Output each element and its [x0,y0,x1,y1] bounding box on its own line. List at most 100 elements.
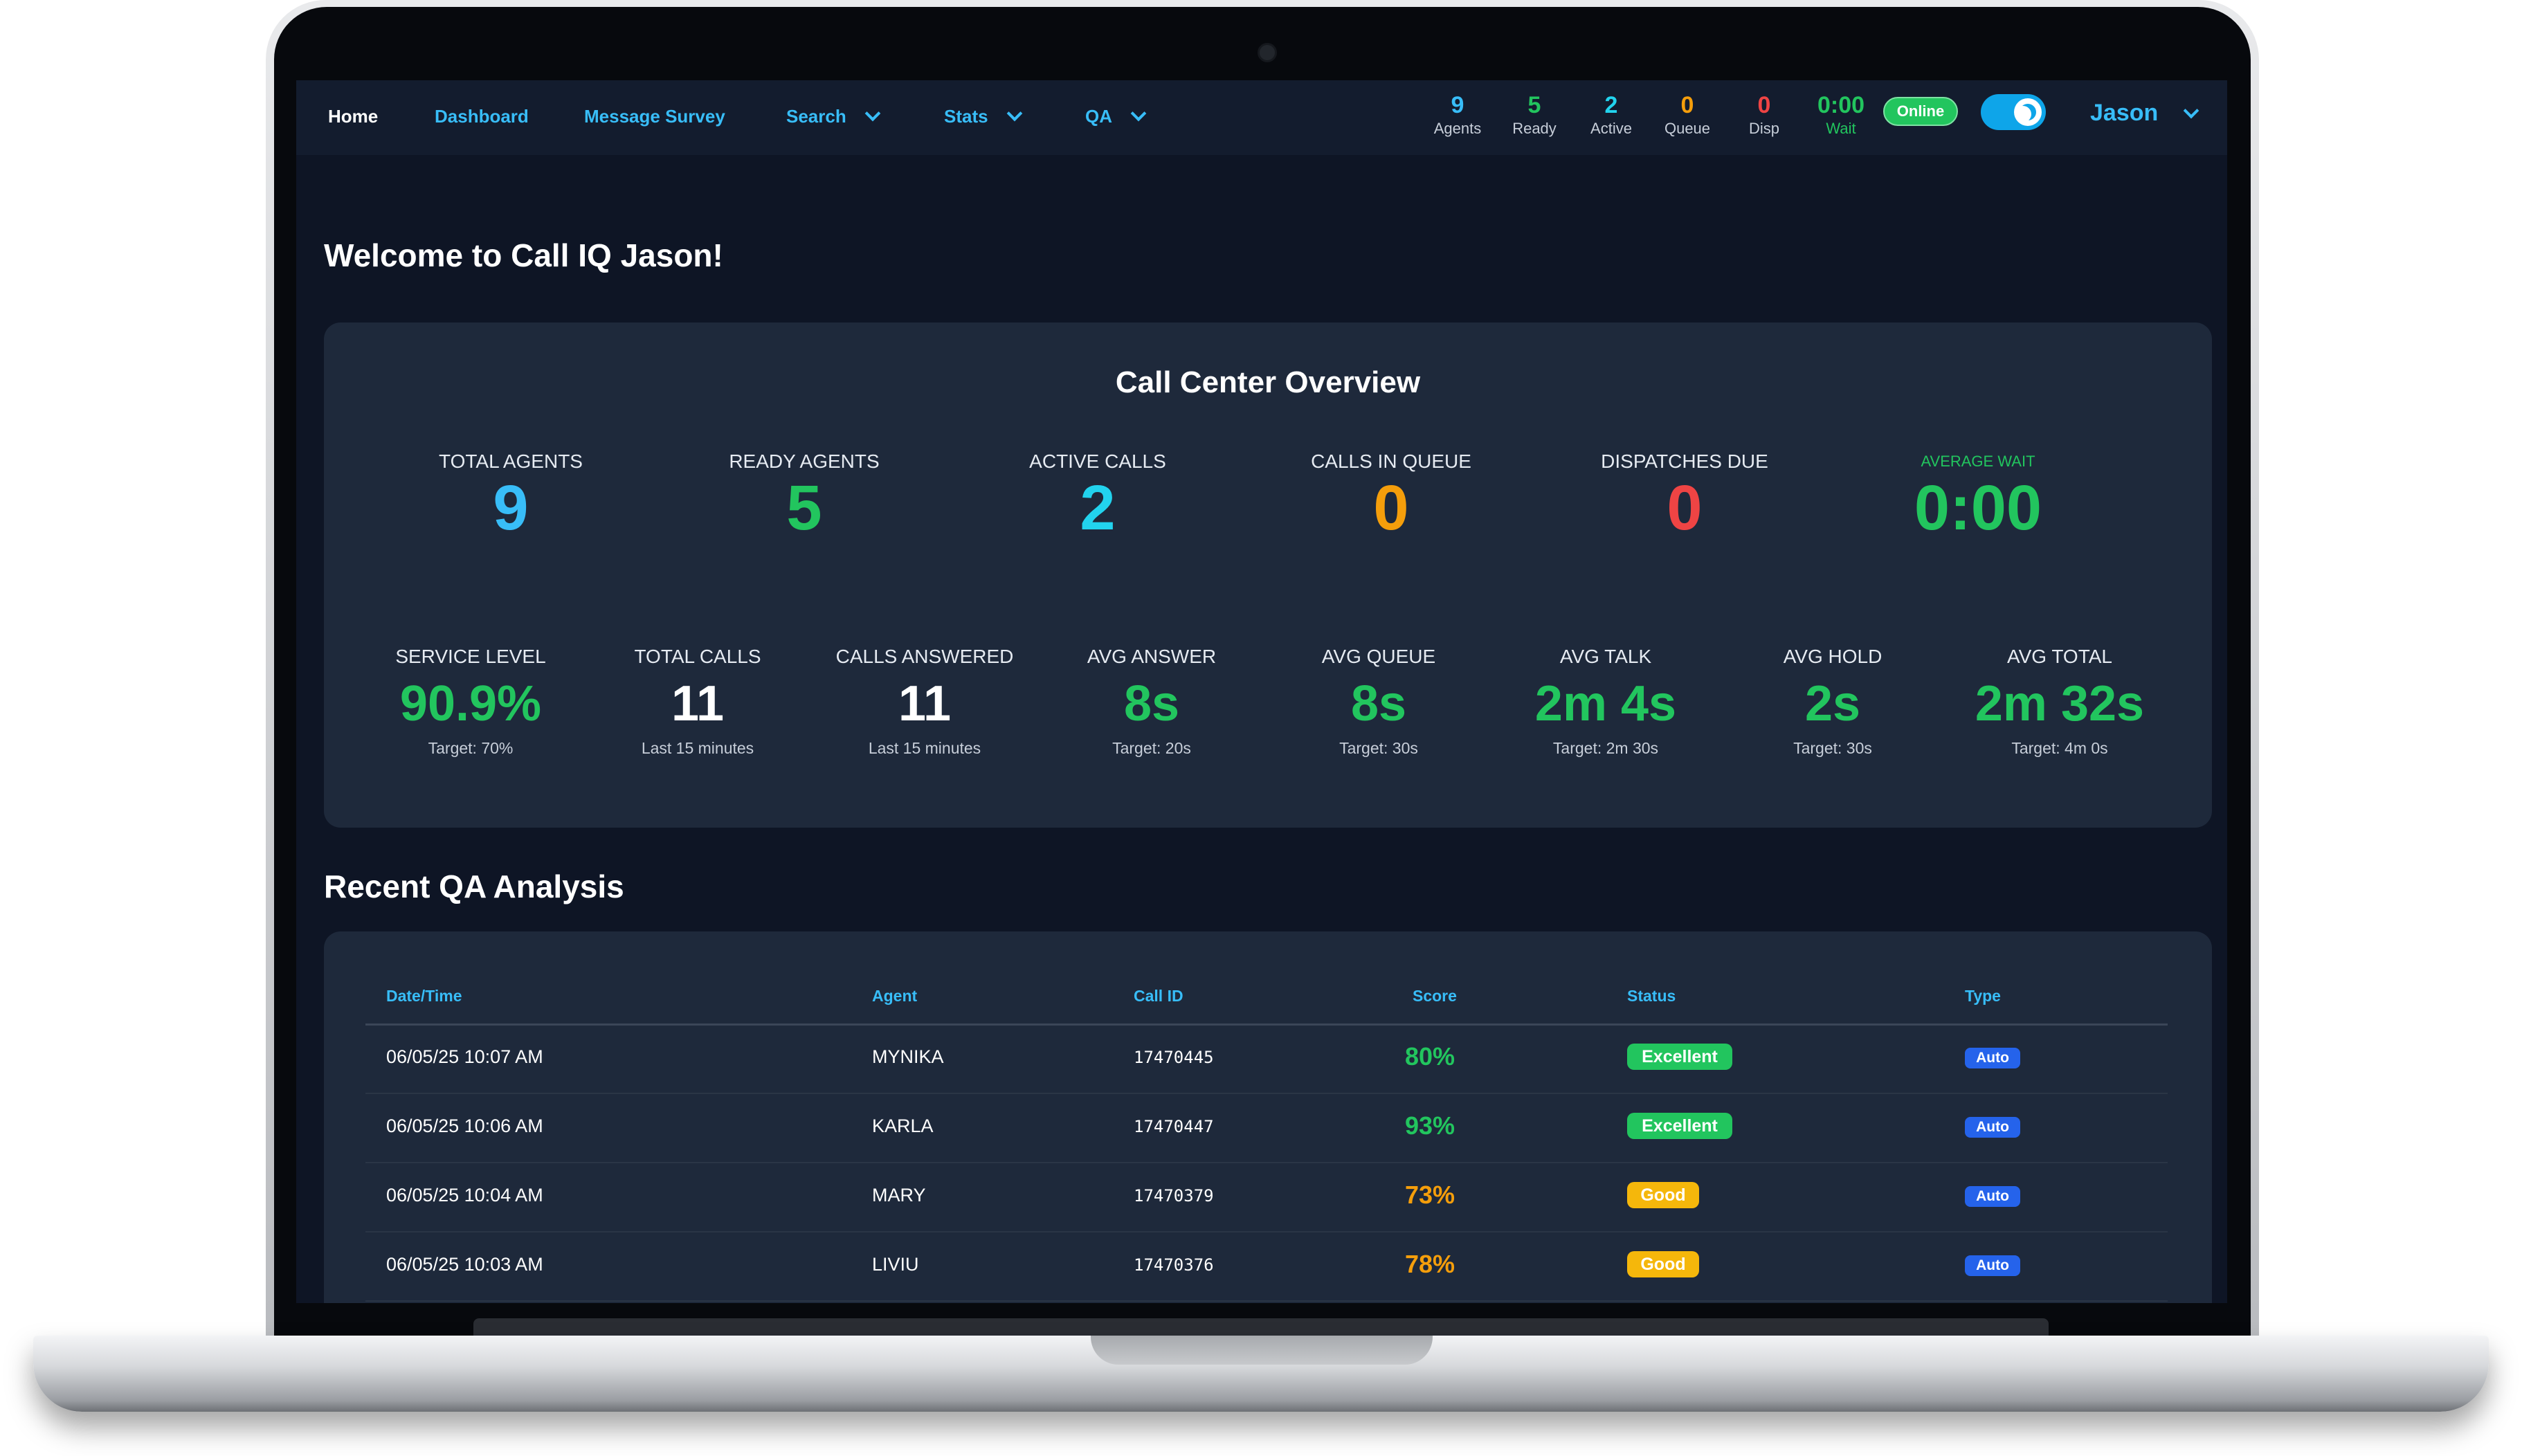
online-status-badge[interactable]: Online [1883,97,1958,126]
metric-subtext: Target: 30s [1339,739,1418,757]
cell-score: 93% [1404,1111,1455,1140]
status-badge: Good [1627,1182,1699,1208]
metric-value: 2 [1080,473,1116,543]
metric-calls-answered: CALLS ANSWERED 11 Last 15 minutes [814,645,1035,758]
metric-avg-hold: AVG HOLD 2s Target: 30s [1722,645,1943,758]
top-navbar: Home Dashboard Message Survey Search Sta… [296,80,2227,155]
nav-message-survey-label: Message Survey [584,105,725,127]
cell-agent: LIVIU [872,1254,919,1275]
nav-message-survey[interactable]: Message Survey [584,101,725,131]
status-agents: 9 Agents [1423,91,1492,138]
metric-value: 2m 4s [1534,676,1677,731]
cell-call-id[interactable]: 17470379 [1134,1186,1214,1205]
chevron-down-icon [1130,105,1147,122]
col-header-datetime[interactable]: Date/Time [386,987,462,1005]
nav-home[interactable]: Home [328,101,378,131]
type-badge: Auto [1965,1117,2020,1138]
cell-call-id[interactable]: 17470445 [1134,1048,1214,1067]
status-badge: Good [1627,1251,1699,1277]
row-divider [365,1300,2168,1302]
metric-subtext: Target: 30s [1793,739,1872,757]
status-wait: 0:00 Wait [1806,91,1876,138]
status-agents-value: 9 [1451,92,1464,118]
cell-score: 73% [1404,1181,1455,1209]
cell-call-id[interactable]: 17470376 [1134,1255,1214,1275]
status-ready-value: 5 [1527,92,1541,118]
moon-icon [2020,104,2036,120]
app-screen: Home Dashboard Message Survey Search Sta… [296,80,2227,1303]
cell-datetime: 06/05/25 10:07 AM [386,1046,543,1067]
status-wait-label: Wait [1826,120,1856,137]
qa-table-panel [324,931,2212,1303]
status-queue-label: Queue [1664,120,1711,137]
status-badge: Excellent [1627,1044,1732,1070]
nav-stats-dropdown[interactable]: Stats [944,101,1022,131]
status-agents-label: Agents [1433,120,1482,137]
metric-label: AVG QUEUE [1321,646,1436,667]
status-wait-value: 0:00 [1817,92,1865,118]
metric-total-calls: TOTAL CALLS 11 Last 15 minutes [587,645,808,758]
nav-dashboard[interactable]: Dashboard [435,101,529,131]
metric-avg-answer: AVG ANSWER 8s Target: 20s [1041,645,1262,758]
metric-subtext: Target: 4m 0s [2011,739,2108,757]
status-queue-value: 0 [1680,92,1694,118]
metric-subtext: Last 15 minutes [641,739,754,757]
col-header-status[interactable]: Status [1627,987,1676,1005]
metric-avg-talk: AVG TALK 2m 4s Target: 2m 30s [1495,645,1716,758]
type-badge: Auto [1965,1048,2020,1068]
welcome-heading: Welcome to Call IQ Jason! [324,237,723,273]
status-active-label: Active [1590,120,1632,137]
status-disp: 0 Disp [1730,91,1799,138]
metric-value: 8s [1350,676,1407,731]
type-badge: Auto [1965,1186,2020,1207]
metric-subtext: Target: 2m 30s [1552,739,1659,757]
metric-label: READY AGENTS [729,451,880,472]
nav-dashboard-label: Dashboard [435,105,529,127]
user-menu-dropdown[interactable]: Jason [2090,100,2199,127]
nav-qa-dropdown[interactable]: QA [1085,101,1147,131]
metric-value: 5 [786,473,822,543]
metric-label: AVG HOLD [1783,646,1883,667]
type-badge: Auto [1965,1255,2020,1276]
col-header-agent[interactable]: Agent [872,987,918,1005]
metric-value: 11 [898,676,952,731]
metric-value: 0 [1373,473,1409,543]
status-disp-value: 0 [1757,92,1771,118]
metric-value: 90.9% [399,676,542,731]
metric-label: TOTAL AGENTS [439,451,583,472]
cell-agent: MYNIKA [872,1046,944,1067]
metric-calls-in-queue: CALLS IN QUEUE 0 [1253,450,1530,543]
metric-dispatches-due: DISPATCHES DUE 0 [1546,450,1823,543]
status-ready: 5 Ready [1500,91,1569,138]
nav-search-dropdown[interactable]: Search [786,101,881,131]
metric-value: 0 [1667,473,1703,543]
nav-search-label: Search [786,105,846,127]
cell-call-id[interactable]: 17470447 [1134,1117,1214,1136]
status-ready-label: Ready [1512,120,1557,137]
metric-label: SERVICE LEVEL [395,646,546,667]
metric-label: CALLS IN QUEUE [1311,451,1471,472]
theme-toggle[interactable] [1981,94,2046,130]
camera-icon [1258,43,1277,62]
metric-avg-queue: AVG QUEUE 8s Target: 30s [1268,645,1489,758]
cell-datetime: 06/05/25 10:04 AM [386,1185,543,1205]
metric-label: ACTIVE CALLS [1029,451,1166,472]
metric-service-level: SERVICE LEVEL 90.9% Target: 70% [360,645,581,758]
cell-score: 80% [1404,1042,1455,1071]
overview-title: Call Center Overview [1115,365,1421,399]
metric-label: DISPATCHES DUE [1601,451,1768,472]
col-header-type[interactable]: Type [1965,987,2001,1005]
overview-panel: Call Center Overview TOTAL AGENTS 9 READ… [324,322,2212,828]
laptop-notch [1091,1336,1433,1365]
col-header-call-id[interactable]: Call ID [1134,987,1183,1005]
status-badge: Excellent [1627,1113,1732,1139]
status-active-value: 2 [1604,92,1618,118]
row-divider [365,1231,2168,1232]
metric-label: CALLS ANSWERED [835,646,1014,667]
metric-subtext: Target: 20s [1112,739,1191,757]
metric-value: 9 [493,473,529,543]
metric-ready-agents: READY AGENTS 5 [666,450,943,543]
col-header-score[interactable]: Score [1413,987,1457,1005]
status-queue: 0 Queue [1653,91,1722,138]
metric-value: 8s [1123,676,1180,731]
